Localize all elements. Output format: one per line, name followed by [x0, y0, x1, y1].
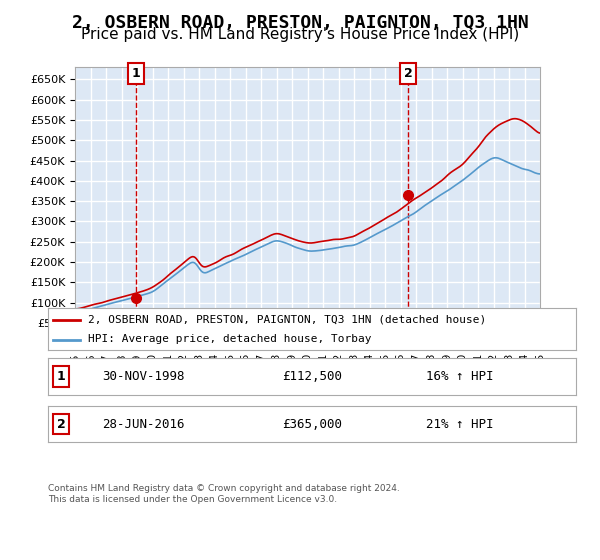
Text: 16% ↑ HPI: 16% ↑ HPI: [426, 370, 494, 383]
Text: Contains HM Land Registry data © Crown copyright and database right 2024.
This d: Contains HM Land Registry data © Crown c…: [48, 484, 400, 504]
Text: 2: 2: [57, 418, 65, 431]
Text: 2, OSBERN ROAD, PRESTON, PAIGNTON, TQ3 1HN (detached house): 2, OSBERN ROAD, PRESTON, PAIGNTON, TQ3 1…: [88, 315, 486, 325]
Text: HPI: Average price, detached house, Torbay: HPI: Average price, detached house, Torb…: [88, 334, 371, 344]
Text: 1: 1: [57, 370, 65, 383]
Text: 30-NOV-1998: 30-NOV-1998: [102, 370, 184, 383]
Text: 28-JUN-2016: 28-JUN-2016: [102, 418, 184, 431]
Text: £365,000: £365,000: [282, 418, 342, 431]
Text: 21% ↑ HPI: 21% ↑ HPI: [426, 418, 494, 431]
Text: 1: 1: [131, 67, 140, 80]
Text: £112,500: £112,500: [282, 370, 342, 383]
Text: 2: 2: [404, 67, 412, 80]
Text: Price paid vs. HM Land Registry's House Price Index (HPI): Price paid vs. HM Land Registry's House …: [81, 27, 519, 42]
Text: 2, OSBERN ROAD, PRESTON, PAIGNTON, TQ3 1HN: 2, OSBERN ROAD, PRESTON, PAIGNTON, TQ3 1…: [71, 14, 529, 32]
